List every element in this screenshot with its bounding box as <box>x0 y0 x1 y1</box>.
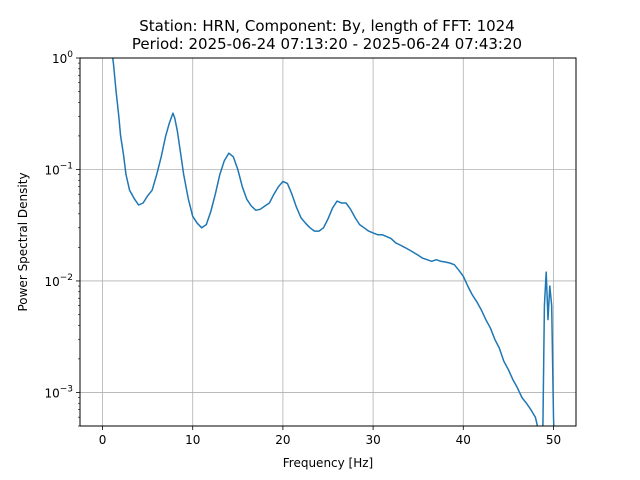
y-tick-label: 10−1 <box>44 161 73 177</box>
x-tick-label: 30 <box>365 433 380 447</box>
y-tick-label: 100 <box>52 50 73 66</box>
series-group <box>111 58 555 426</box>
plot-frame <box>79 57 577 427</box>
x-tick-label: 0 <box>99 433 107 447</box>
psd-series-line-0 <box>111 58 555 426</box>
x-axis-label: Frequency [Hz] <box>283 456 374 470</box>
chart-title-line1: Station: HRN, Component: By, length of F… <box>139 17 515 35</box>
y-tick-label: 10−2 <box>44 273 73 289</box>
x-tick-label: 50 <box>546 433 561 447</box>
y-tick-label: 10−3 <box>44 384 73 400</box>
x-axis-ticks: 0 10 20 30 40 50 <box>99 426 561 447</box>
x-tick-label: 20 <box>275 433 290 447</box>
y-axis-ticks: 10−3 10−2 10−1 100 <box>44 50 80 427</box>
y-axis-label: Power Spectral Density <box>16 172 30 311</box>
x-tick-label: 40 <box>456 433 471 447</box>
x-tick-label: 10 <box>185 433 200 447</box>
grid <box>80 57 576 426</box>
chart-title-line2: Period: 2025-06-24 07:13:20 - 2025-06-24… <box>132 35 522 53</box>
